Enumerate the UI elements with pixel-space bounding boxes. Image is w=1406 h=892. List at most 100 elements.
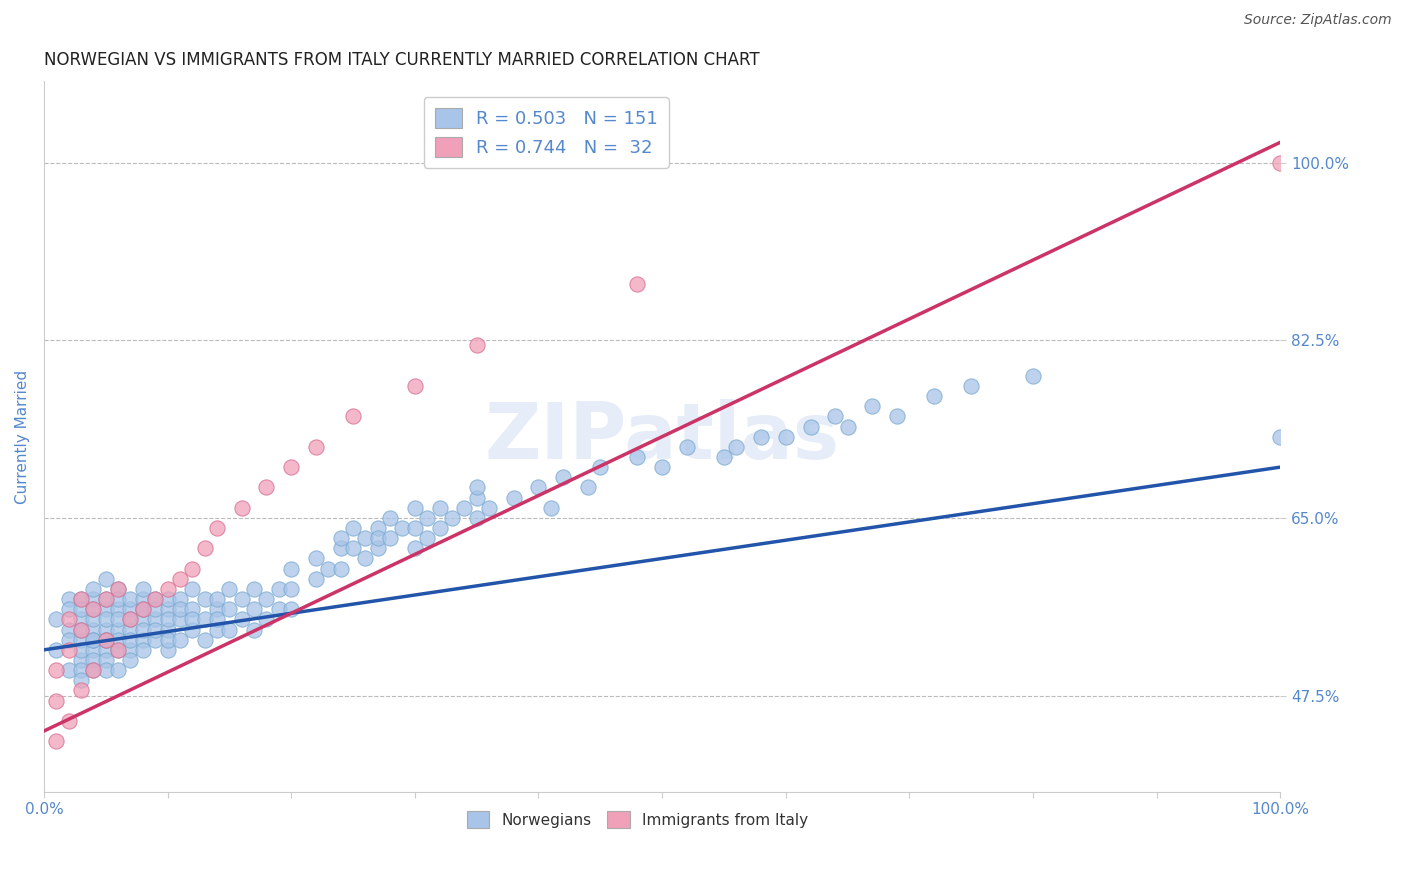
Point: [205, 592, 228, 607]
Point: [169, 602, 191, 616]
Point: [107, 582, 129, 596]
Point: [132, 643, 155, 657]
Point: [107, 643, 129, 657]
Point: [58, 623, 80, 637]
Point: [231, 500, 253, 515]
Point: [58, 592, 80, 607]
Text: NORWEGIAN VS IMMIGRANTS FROM ITALY CURRENTLY MARRIED CORRELATION CHART: NORWEGIAN VS IMMIGRANTS FROM ITALY CURRE…: [44, 51, 759, 69]
Point: [181, 612, 204, 626]
Point: [94, 632, 117, 647]
Point: [342, 521, 364, 535]
Point: [143, 602, 166, 616]
Point: [231, 612, 253, 626]
Point: [94, 632, 117, 647]
Point: [316, 561, 339, 575]
Point: [107, 632, 129, 647]
Point: [132, 602, 155, 616]
Point: [120, 602, 142, 616]
Point: [676, 440, 699, 454]
Point: [169, 572, 191, 586]
Point: [94, 592, 117, 607]
Point: [922, 389, 945, 403]
Point: [94, 653, 117, 667]
Point: [58, 602, 80, 616]
Point: [70, 602, 93, 616]
Point: [540, 500, 562, 515]
Point: [107, 602, 129, 616]
Y-axis label: Currently Married: Currently Married: [15, 369, 30, 504]
Point: [82, 592, 104, 607]
Point: [94, 632, 117, 647]
Point: [132, 602, 155, 616]
Point: [231, 592, 253, 607]
Point: [824, 409, 846, 424]
Point: [169, 632, 191, 647]
Point: [58, 663, 80, 677]
Point: [1270, 430, 1292, 444]
Point: [70, 592, 93, 607]
Point: [132, 592, 155, 607]
Legend: Norwegians, Immigrants from Italy: Norwegians, Immigrants from Italy: [460, 805, 814, 834]
Point: [156, 602, 179, 616]
Point: [465, 511, 488, 525]
Point: [70, 663, 93, 677]
Point: [169, 612, 191, 626]
Point: [378, 531, 401, 545]
Point: [58, 632, 80, 647]
Point: [218, 582, 240, 596]
Point: [267, 602, 290, 616]
Point: [94, 612, 117, 626]
Point: [860, 399, 883, 413]
Point: [107, 643, 129, 657]
Point: [280, 561, 302, 575]
Point: [305, 440, 328, 454]
Point: [143, 592, 166, 607]
Point: [1270, 155, 1292, 169]
Point: [45, 612, 67, 626]
Point: [143, 632, 166, 647]
Point: [82, 653, 104, 667]
Point: [243, 582, 266, 596]
Point: [280, 460, 302, 475]
Point: [143, 592, 166, 607]
Point: [120, 612, 142, 626]
Point: [120, 653, 142, 667]
Point: [132, 623, 155, 637]
Point: [465, 491, 488, 505]
Point: [218, 623, 240, 637]
Point: [94, 663, 117, 677]
Point: [132, 582, 155, 596]
Point: [342, 409, 364, 424]
Point: [181, 561, 204, 575]
Point: [267, 582, 290, 596]
Point: [82, 632, 104, 647]
Point: [205, 612, 228, 626]
Point: [256, 480, 278, 494]
Point: [886, 409, 908, 424]
Point: [132, 602, 155, 616]
Point: [107, 623, 129, 637]
Point: [256, 612, 278, 626]
Point: [70, 673, 93, 688]
Point: [132, 612, 155, 626]
Point: [82, 602, 104, 616]
Point: [280, 582, 302, 596]
Point: [156, 632, 179, 647]
Point: [70, 632, 93, 647]
Point: [960, 379, 983, 393]
Point: [107, 592, 129, 607]
Point: [305, 551, 328, 566]
Point: [194, 612, 217, 626]
Point: [45, 734, 67, 748]
Point: [378, 511, 401, 525]
Point: [775, 430, 797, 444]
Point: [205, 602, 228, 616]
Point: [70, 623, 93, 637]
Point: [342, 541, 364, 556]
Point: [576, 480, 599, 494]
Point: [120, 612, 142, 626]
Point: [194, 632, 217, 647]
Point: [465, 480, 488, 494]
Point: [45, 663, 67, 677]
Point: [58, 714, 80, 728]
